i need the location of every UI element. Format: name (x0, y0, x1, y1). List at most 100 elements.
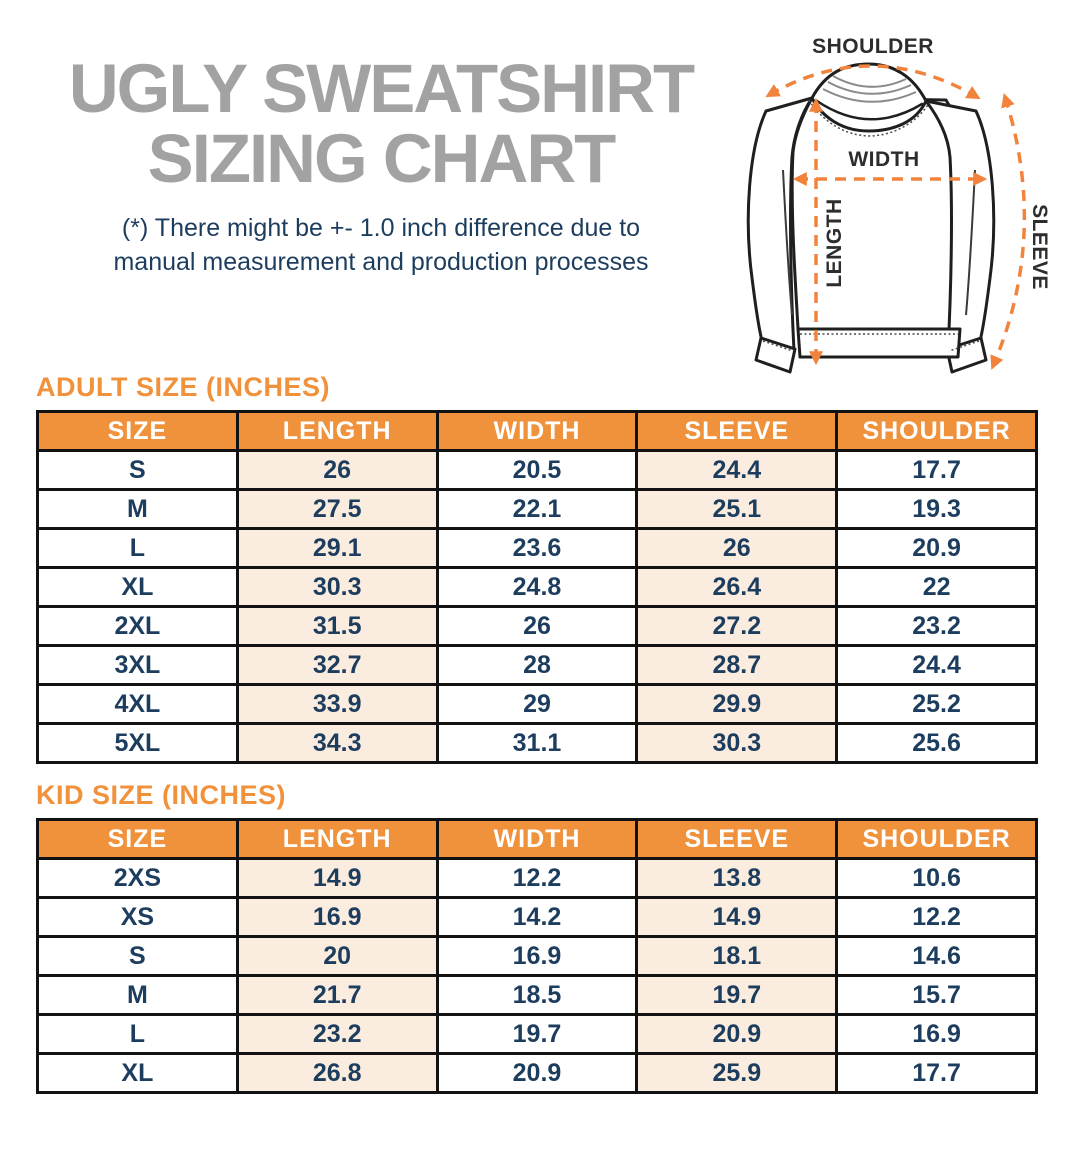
measurement-cell: 26 (635, 527, 839, 569)
measurement-cell: 14.9 (635, 896, 839, 938)
sweatshirt-measurement-diagram: SHOULDER WIDTH LENGTH SLEEVE (732, 0, 1074, 382)
size-cell: XS (36, 896, 239, 938)
column-header-shoulder: SHOULDER (835, 410, 1038, 452)
adult-size-heading: ADULT SIZE (INCHES) (36, 372, 330, 402)
measurement-cell: 19.7 (635, 974, 839, 1016)
measurement-cell: 20.9 (835, 527, 1038, 569)
column-header-size: SIZE (36, 410, 239, 452)
table-row: XL 26.8 20.9 25.9 17.7 (36, 1052, 1038, 1094)
column-header-sleeve: SLEEVE (635, 818, 839, 860)
measurement-cell: 20.5 (435, 449, 639, 491)
measurement-cell: 27.5 (235, 488, 439, 530)
measurement-arrows (765, 64, 1027, 370)
disclaimer-line2: manual measurement and production proces… (113, 248, 649, 277)
measurement-cell: 24.8 (435, 566, 639, 608)
measurement-cell: 12.2 (435, 857, 639, 899)
shoulder-measure-label: SHOULDER (812, 35, 934, 58)
adult-header-row: SIZE LENGTH WIDTH SLEEVE SHOULDER (36, 410, 1038, 452)
table-row: XS 16.9 14.2 14.9 12.2 (36, 896, 1038, 938)
stitching-lines (762, 99, 980, 352)
table-row: 2XS 14.9 12.2 13.8 10.6 (36, 857, 1038, 899)
column-header-shoulder: SHOULDER (835, 818, 1038, 860)
measurement-cell: 26 (435, 605, 639, 647)
column-header-sleeve: SLEEVE (635, 410, 839, 452)
width-measure-label: WIDTH (848, 148, 919, 171)
measurement-cell: 17.7 (835, 449, 1038, 491)
size-cell: 5XL (36, 722, 239, 764)
size-cell: 3XL (36, 644, 239, 686)
sleeve-crease-lines (782, 169, 976, 316)
table-row: L 23.2 19.7 20.9 16.9 (36, 1013, 1038, 1055)
size-cell: 2XS (36, 857, 239, 899)
table-row: M 21.7 18.5 19.7 15.7 (36, 974, 1038, 1016)
measurement-cell: 21.7 (235, 974, 439, 1016)
sleeve-arrow (990, 92, 1027, 370)
sweatshirt-illustration (746, 62, 996, 374)
column-header-length: LENGTH (235, 818, 439, 860)
kid-size-table: SIZE LENGTH WIDTH SLEEVE SHOULDER 2XS 14.9 12.… (36, 818, 1038, 1094)
sweatshirt-left-cuff (754, 336, 797, 374)
measurement-cell: 26 (235, 449, 439, 491)
table-row: 3XL 32.7 28 28.7 24.4 (36, 644, 1038, 686)
measurement-cell: 26.4 (635, 566, 839, 608)
measurement-cell: 34.3 (235, 722, 439, 764)
adult-size-table: SIZE LENGTH WIDTH SLEEVE SHOULDER S 26 20.5 24.… (36, 410, 1038, 764)
measurement-cell: 24.4 (835, 644, 1038, 686)
measurement-cell: 29 (435, 683, 639, 725)
measurement-cell: 12.2 (835, 896, 1038, 938)
measurement-cell: 28 (435, 644, 639, 686)
table-row: 2XL 31.5 26 27.2 23.2 (36, 605, 1038, 647)
size-cell: 2XL (36, 605, 239, 647)
measurement-cell: 14.2 (435, 896, 639, 938)
size-cell: S (36, 935, 239, 977)
measurement-cell: 28.7 (635, 644, 839, 686)
table-row: 5XL 34.3 31.1 30.3 25.6 (36, 722, 1038, 764)
measurement-cell: 29.9 (635, 683, 839, 725)
table-row: XL 30.3 24.8 26.4 22 (36, 566, 1038, 608)
size-cell: S (36, 449, 239, 491)
measurement-cell: 18.1 (635, 935, 839, 977)
collar-neckline (815, 99, 924, 121)
measurement-cell: 10.6 (835, 857, 1038, 899)
sweatshirt-body (790, 96, 968, 331)
measurement-cell: 19.7 (435, 1013, 639, 1055)
measurement-cell: 30.3 (635, 722, 839, 764)
table-row: M 27.5 22.1 25.1 19.3 (36, 488, 1038, 530)
measurement-cell: 16.9 (235, 896, 439, 938)
measurement-cell: 30.3 (235, 566, 439, 608)
page-title-line2: SIZING CHART (147, 120, 617, 198)
table-row: L 29.1 23.6 26 20.9 (36, 527, 1038, 569)
measurement-cell: 24.4 (635, 449, 839, 491)
measurement-cell: 31.1 (435, 722, 639, 764)
column-header-width: WIDTH (435, 818, 639, 860)
column-header-length: LENGTH (235, 410, 439, 452)
kid-size-heading: KID SIZE (INCHES) (36, 780, 287, 810)
length-measure-label: LENGTH (823, 198, 846, 287)
table-row: S 20 16.9 18.1 14.6 (36, 935, 1038, 977)
table-row: S 26 20.5 24.4 17.7 (36, 449, 1038, 491)
size-cell: 4XL (36, 683, 239, 725)
measurement-cell: 25.9 (635, 1052, 839, 1094)
size-cell: L (36, 527, 239, 569)
sweatshirt-diagram-svg: SHOULDER WIDTH LENGTH SLEEVE (746, 35, 1051, 374)
measurement-cell: 19.3 (835, 488, 1038, 530)
measurement-cell: 25.6 (835, 722, 1038, 764)
sweatshirt-waistband (796, 327, 962, 359)
measurement-cell: 25.1 (635, 488, 839, 530)
size-cell: XL (36, 566, 239, 608)
measurement-cell: 33.9 (235, 683, 439, 725)
sleeve-measure-label: SLEEVE (1028, 204, 1051, 290)
disclaimer-line1: (*) There might be +- 1.0 inch differenc… (121, 213, 641, 242)
measurement-cell: 14.6 (835, 935, 1038, 977)
size-cell: M (36, 974, 239, 1016)
measurement-cell: 17.7 (835, 1052, 1038, 1094)
table-row: 4XL 33.9 29 29.9 25.2 (36, 683, 1038, 725)
measurement-cell: 13.8 (635, 857, 839, 899)
column-header-size: SIZE (36, 818, 239, 860)
title-block: UGLY SWEATSHIRT SIZING CHART (*) There m… (28, 50, 734, 280)
page-title-line1: UGLY SWEATSHIRT (68, 50, 695, 127)
measurement-cell: 16.9 (835, 1013, 1038, 1055)
measurement-cell: 15.7 (835, 974, 1038, 1016)
measurement-cell: 14.9 (235, 857, 439, 899)
